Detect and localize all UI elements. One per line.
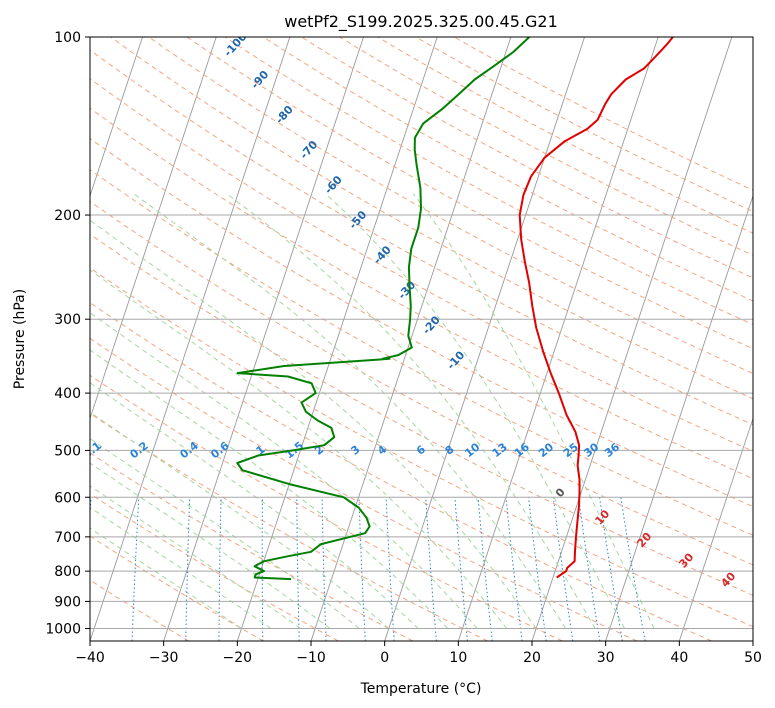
mixing-ratio-line — [620, 497, 646, 641]
isotherm-line — [384, 37, 585, 641]
x-tick-label: −30 — [149, 650, 179, 666]
moist-adiabat-line — [90, 485, 301, 629]
mixing-ratio-line — [454, 497, 468, 641]
x-axis: −40 −30 −20 −10 0 10 20 30 40 50 — [75, 641, 762, 666]
moist-adiabat-line — [412, 193, 655, 629]
x-tick-label: −40 — [75, 650, 105, 666]
temperature-line — [518, 37, 674, 579]
mixing-ratio-line — [578, 497, 601, 641]
dry-adiabat-line — [90, 233, 753, 596]
isotherm-line — [163, 37, 364, 641]
moist-adiabat-line — [90, 269, 508, 629]
mixing-ratio-line — [296, 497, 300, 641]
moist-adiabat-line — [90, 506, 272, 629]
x-tick-label: 0 — [380, 650, 389, 666]
mixing-ratio-line — [599, 497, 623, 641]
mixing-ratio-line — [425, 497, 437, 641]
moist-adiabat-line — [226, 193, 596, 629]
mixing-ratio-line — [218, 497, 222, 641]
mixing-ratio-line — [505, 497, 523, 641]
mixing-ratio-line — [477, 497, 493, 641]
dry-adiabat-line — [90, 200, 753, 566]
y-tick-label: 300 — [54, 312, 81, 328]
moist-adiabat-line — [90, 411, 390, 629]
background-reference-lines — [90, 37, 753, 641]
dry-adiabat-line — [377, 37, 753, 234]
plot-background — [90, 37, 753, 641]
x-tick-label: 10 — [449, 650, 467, 666]
moist-adiabat-line — [90, 312, 478, 629]
dry-adiabat-line — [262, 37, 753, 302]
mixing-ratio-line — [321, 497, 327, 641]
sounding-series — [236, 37, 674, 581]
moist-adiabat-line — [90, 462, 331, 629]
y-tick-label: 200 — [54, 208, 81, 224]
dry-adiabat-line — [90, 452, 414, 641]
mixing-ratio-line — [528, 497, 547, 641]
x-tick-label: −10 — [296, 650, 326, 666]
y-tick-label: 100 — [54, 30, 81, 46]
dry-adiabat-line — [90, 107, 753, 480]
x-tick-label: 40 — [670, 650, 688, 666]
dry-adiabat-line — [224, 37, 753, 326]
isotherm-line — [236, 37, 438, 641]
x-tick-label: 50 — [744, 650, 762, 666]
y-tick-label: 600 — [54, 490, 81, 506]
isotherm-line — [605, 194, 753, 641]
y-tick-label: 800 — [54, 564, 81, 580]
dry-adiabat-line — [453, 37, 753, 191]
dry-adiabat-line — [90, 78, 753, 452]
dry-adiabat-line — [339, 37, 753, 256]
chart-title: wetPf2_S199.2025.325.00.45.G21 — [284, 12, 558, 32]
y-tick-label: 900 — [54, 594, 81, 610]
mixing-ratio-line — [261, 497, 264, 641]
dewpoint-line — [236, 37, 530, 581]
moist-adiabat-line — [90, 382, 419, 629]
x-tick-label: −20 — [223, 650, 253, 666]
isotherm-line — [90, 37, 143, 198]
dry-adiabat-line — [110, 37, 753, 400]
y-tick-label: 400 — [54, 386, 81, 402]
y-tick-label: 500 — [54, 443, 81, 459]
x-tick-label: 30 — [597, 650, 615, 666]
isotherm-line — [457, 37, 659, 641]
isotherm-line — [90, 37, 291, 641]
mixing-ratio-line — [385, 497, 395, 641]
dry-adiabat-line — [90, 49, 753, 426]
mixing-ratio-line — [185, 497, 191, 641]
y-axis: 1000 900 800 700 600 500 400 300 200 100 — [45, 30, 90, 637]
isotherm-line — [531, 37, 733, 641]
moist-adiabat-line — [133, 193, 567, 629]
mixing-ratio-line — [358, 497, 366, 641]
moist-adiabat-line — [90, 527, 242, 629]
moist-adiabat-line — [90, 219, 537, 629]
dry-adiabat-line — [186, 37, 753, 350]
y-tick-label: 700 — [54, 530, 81, 546]
dry-adiabat-line — [90, 412, 488, 641]
x-tick-label: 20 — [523, 650, 541, 666]
mixing-ratio-line — [131, 497, 140, 641]
dry-adiabat-line — [90, 267, 753, 628]
dry-adiabat-line — [90, 302, 712, 641]
isotherm-line — [90, 37, 217, 420]
isotherm-line — [678, 416, 753, 641]
x-axis-title: Temperature (°C) — [360, 681, 482, 697]
y-tick-label: 1000 — [45, 621, 81, 637]
mixing-ratio-line — [552, 497, 574, 641]
y-axis-title: Pressure (hPa) — [12, 289, 28, 389]
grid-lines — [90, 37, 753, 629]
plot-frame — [89, 36, 754, 642]
